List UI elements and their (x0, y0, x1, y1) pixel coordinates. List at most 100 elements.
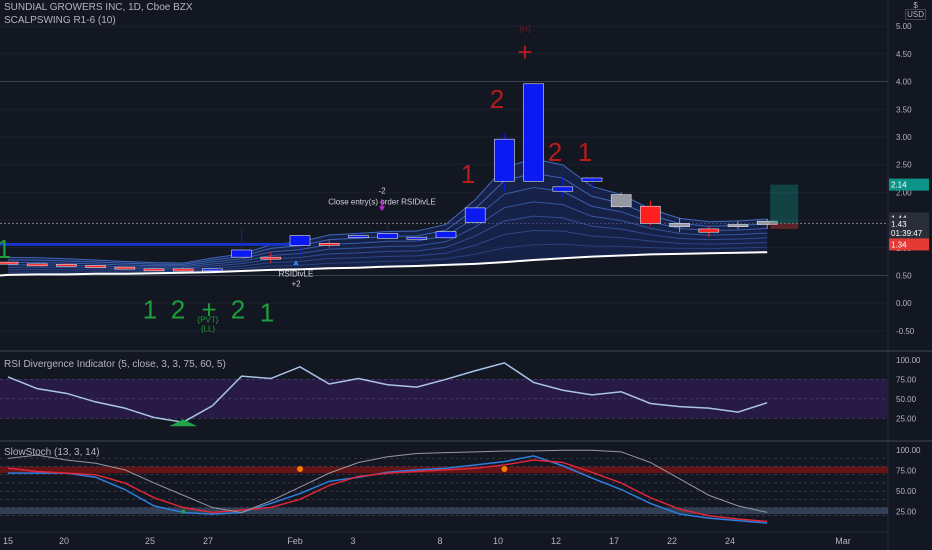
price-tick-label: 2.00 (896, 188, 912, 197)
swing-label: 1 (260, 297, 274, 327)
symbol-title[interactable]: SUNDIAL GROWERS INC, 1D, Cboe BZX (4, 2, 193, 13)
price-tick-label: 2.50 (896, 161, 912, 170)
currency-dollar-icon: $ (913, 1, 918, 10)
candle-body[interactable] (172, 268, 194, 272)
price-label-bg (889, 226, 929, 239)
time-tick-label: 27 (203, 536, 213, 546)
price-tick-label: 0.00 (896, 299, 912, 308)
candle-body[interactable] (435, 231, 457, 239)
time-tick-label: 24 (725, 536, 735, 546)
price-tick-label: -0.50 (896, 327, 915, 336)
time-tick-label: 25 (145, 536, 155, 546)
candle-body[interactable] (727, 224, 749, 228)
candle-body[interactable] (406, 236, 428, 240)
ma-ribbon-line (7, 243, 768, 273)
candle-body[interactable] (85, 265, 106, 268)
candle-body[interactable] (348, 235, 369, 238)
cross-marker (181, 509, 186, 514)
order-qty-label: -2 (378, 186, 386, 195)
swing-label: 1 (143, 295, 157, 325)
swing-label: 2 (171, 295, 185, 325)
swing-label: 1 (578, 137, 592, 167)
candle-body[interactable] (26, 263, 48, 267)
top-marker-label: {H} (519, 25, 530, 34)
price-label-bg (889, 238, 929, 251)
currency-badge[interactable]: $ USD (905, 1, 926, 20)
cross-marker (297, 466, 303, 473)
time-tick-label: 12 (551, 536, 561, 546)
candle-body[interactable] (318, 243, 340, 246)
price-tick-label: 3.00 (896, 133, 912, 142)
price-tick-label: 5.00 (896, 22, 912, 31)
rsi-pane-title[interactable]: RSI Divergence Indicator (5, close, 3, 3… (4, 359, 226, 370)
currency-label: USD (905, 9, 926, 20)
stoch-tick-label: 25.00 (896, 508, 917, 517)
candle-body[interactable] (464, 207, 486, 223)
price-axis-label: 1.34 (891, 240, 907, 249)
ma-ribbon-line (7, 229, 768, 271)
candle-body[interactable] (756, 220, 778, 225)
candle-body[interactable] (552, 186, 574, 192)
swing-label: + (517, 37, 532, 67)
stop-zone (770, 223, 799, 229)
target-zone (770, 184, 799, 224)
long-moving-average (0, 251, 768, 277)
price-axis-label: 01:39:47 (891, 229, 923, 238)
price-tick-label: 0.50 (896, 271, 912, 280)
pivot-label: {PVT} (198, 316, 219, 325)
stoch-tick-label: 50.00 (896, 487, 917, 496)
swing-label: 2 (548, 137, 562, 167)
swing-label: 1 (0, 234, 11, 264)
candle-body[interactable] (0, 261, 19, 265)
ma-ribbon-fill (8, 158, 768, 275)
candle-body[interactable] (289, 235, 311, 246)
order-qty-label: +2 (291, 280, 301, 289)
rsidivle-label: RSIDivLE (279, 270, 314, 279)
candle-body[interactable] (494, 138, 515, 182)
oversold-band (0, 507, 888, 515)
candle-body[interactable] (669, 223, 690, 228)
swing-label: + (201, 295, 216, 325)
candle-body[interactable] (640, 205, 661, 224)
candle-body[interactable] (377, 233, 398, 239)
swing-label: 2 (490, 84, 504, 114)
time-tick-label: 17 (609, 536, 619, 546)
time-tick-label: Mar (835, 536, 851, 546)
candle-body[interactable] (610, 194, 632, 208)
rsi-tick-label: 100.00 (896, 356, 921, 365)
time-tick-label: 15 (3, 536, 13, 546)
time-tick-label: 20 (59, 536, 69, 546)
candle-body[interactable] (56, 264, 77, 267)
ma-ribbon-line (7, 201, 768, 268)
rsi-line (7, 362, 768, 423)
cross-marker (501, 466, 508, 473)
candle-body[interactable] (581, 177, 603, 182)
indicator-title[interactable]: SCALPSWING R1-6 (10) (4, 15, 116, 26)
stoch-pane-title[interactable]: SlowStoch (13, 3, 14) (4, 447, 100, 458)
rsi-tick-label: 25.00 (896, 414, 917, 423)
time-tick-label: 22 (667, 536, 677, 546)
time-tick-label: 8 (437, 536, 442, 546)
candle-body[interactable] (114, 266, 136, 270)
pivot-label: {LL} (201, 325, 216, 334)
price-axis-label: 1.43 (891, 220, 907, 229)
rsi-tick-label: 50.00 (896, 395, 917, 404)
swing-label: 2 (231, 295, 245, 325)
price-label-bg (889, 178, 929, 191)
candle-body[interactable] (143, 268, 165, 272)
rsi-tick-label: 75.00 (896, 375, 917, 384)
candle-body[interactable] (260, 256, 282, 260)
time-tick-label: Feb (287, 536, 303, 546)
time-tick-label: 3 (350, 536, 355, 546)
price-tick-label: 3.50 (896, 105, 912, 114)
candle-body[interactable] (231, 249, 252, 258)
candle-body[interactable] (698, 228, 720, 233)
time-tick-label: 10 (493, 536, 503, 546)
candle-body[interactable] (523, 83, 544, 182)
swing-label: 1 (461, 159, 475, 189)
stoch-tick-label: 75.00 (896, 467, 917, 476)
candle-body[interactable] (202, 268, 223, 272)
stoch-tick-label: 100.00 (896, 446, 921, 455)
stoch-d-line (7, 459, 768, 523)
